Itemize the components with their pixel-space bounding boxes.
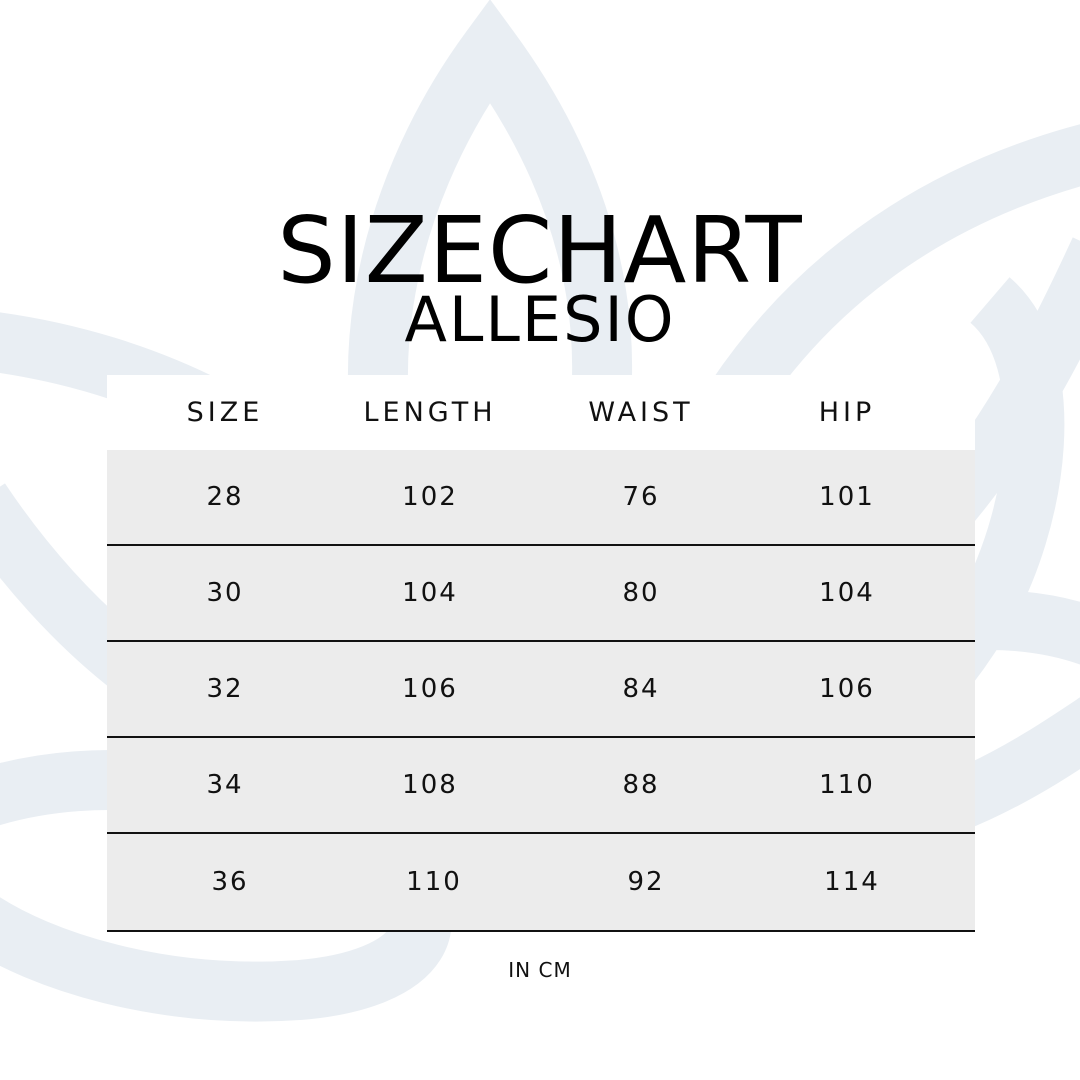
cell-size: 30: [206, 578, 244, 608]
cell-length: 108: [402, 770, 458, 800]
cell-waist: 84: [622, 674, 660, 704]
unit-note: IN CM: [508, 958, 572, 982]
table-row: 28 102 76 101: [107, 450, 975, 546]
brand-subtitle: ALLESIO: [404, 283, 676, 356]
size-table: SIZE LENGTH WAIST HIP 28 102 76 101 30 1…: [107, 375, 975, 932]
cell-length: 102: [402, 482, 458, 512]
cell-waist: 76: [622, 482, 660, 512]
cell-length: 104: [402, 578, 458, 608]
table-row: 32 106 84 106: [107, 642, 975, 738]
cell-hip: 104: [819, 578, 875, 608]
table-row: 34 108 88 110: [107, 738, 975, 834]
table-row: 30 104 80 104: [107, 546, 975, 642]
cell-size: 28: [206, 482, 244, 512]
cell-hip: 101: [819, 482, 875, 512]
header-waist: WAIST: [588, 397, 694, 428]
table-header: SIZE LENGTH WAIST HIP: [107, 375, 975, 450]
table-row: 36 110 92 114: [107, 834, 975, 932]
cell-hip: 114: [824, 867, 880, 897]
cell-waist: 92: [627, 867, 665, 897]
cell-waist: 80: [622, 578, 660, 608]
page-title: SIZECHART: [277, 197, 803, 304]
header-size: SIZE: [186, 397, 264, 428]
cell-waist: 88: [622, 770, 660, 800]
cell-size: 36: [211, 867, 249, 897]
cell-size: 32: [206, 674, 244, 704]
header-hip: HIP: [818, 397, 876, 428]
header-length: LENGTH: [363, 397, 497, 428]
cell-size: 34: [206, 770, 244, 800]
cell-hip: 106: [819, 674, 875, 704]
cell-length: 110: [406, 867, 462, 897]
cell-length: 106: [402, 674, 458, 704]
cell-hip: 110: [819, 770, 875, 800]
